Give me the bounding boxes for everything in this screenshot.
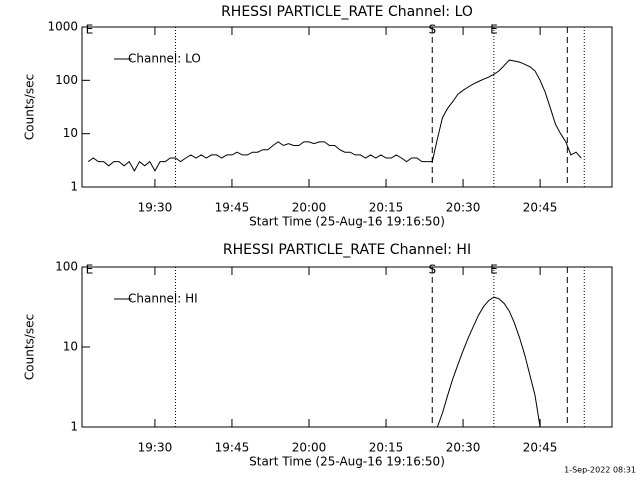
x-tick-label: 20:30 (446, 441, 481, 455)
y-axis-label: Counts/sec (23, 314, 37, 380)
plot-frame (81, 26, 613, 188)
x-tick-label: 20:15 (369, 441, 404, 455)
data-line (436, 296, 541, 428)
legend-label: Channel: HI (128, 292, 198, 306)
x-tick-label: 20:45 (523, 441, 558, 455)
legend-label: Channel: LO (128, 52, 201, 66)
y-tick-label: 1 (70, 420, 78, 434)
y-tick-label: 100 (55, 73, 78, 87)
y-tick-label: 10 (63, 126, 78, 140)
x-tick-label: 20:00 (292, 201, 327, 215)
y-axis-label: Counts/sec (23, 74, 37, 140)
x-axis-label: Start Time (25-Aug-16 19:16:50) (249, 455, 445, 469)
x-tick-label: 20:00 (292, 441, 327, 455)
x-tick-label: 20:15 (369, 201, 404, 215)
y-tick-label: 10 (63, 340, 78, 354)
x-tick-label: 19:30 (138, 441, 173, 455)
x-tick-label: 19:30 (138, 201, 173, 215)
annotation: E (490, 23, 498, 37)
data-line (87, 59, 582, 172)
x-tick-label: 20:45 (523, 201, 558, 215)
y-tick-label: 1000 (47, 20, 78, 34)
x-tick-label: 19:45 (215, 441, 250, 455)
y-tick-label: 1 (70, 180, 78, 194)
y-tick-label: 100 (55, 260, 78, 274)
x-tick-label: 19:45 (215, 201, 250, 215)
annotation: E (86, 263, 94, 277)
annotation: E (86, 23, 94, 37)
annotation: S (428, 23, 436, 37)
footer: 1-Sep-2022 08:31 (564, 466, 636, 475)
annotation: S (428, 263, 436, 277)
annotation: E (490, 263, 498, 277)
chart-title: RHESSI PARTICLE_RATE Channel: LO (221, 4, 473, 20)
x-axis-label: Start Time (25-Aug-16 19:16:50) (249, 215, 445, 229)
chart-title: RHESSI PARTICLE_RATE Channel: HI (223, 242, 471, 258)
x-tick-label: 20:30 (446, 201, 481, 215)
